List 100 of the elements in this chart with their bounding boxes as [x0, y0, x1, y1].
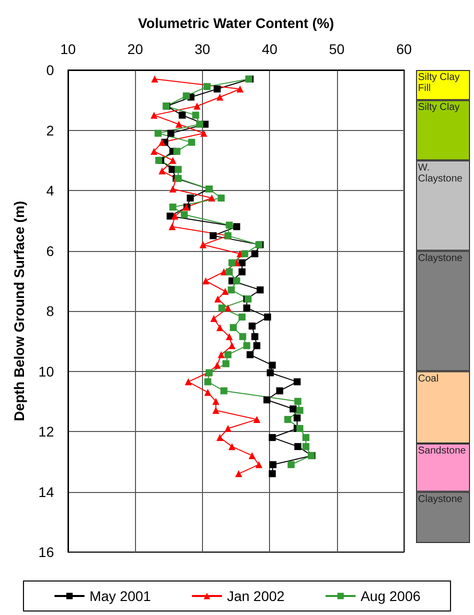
point — [166, 212, 174, 220]
point — [154, 130, 162, 137]
point — [167, 130, 174, 137]
point — [268, 434, 276, 442]
y-tick-label: 16 — [38, 544, 54, 560]
x-tick-label: 20 — [127, 41, 144, 57]
x-tick-label: 30 — [194, 41, 210, 57]
y-tick-label: 2 — [46, 122, 54, 138]
point — [200, 241, 207, 248]
point — [264, 314, 272, 321]
point — [214, 362, 221, 369]
point — [251, 250, 258, 258]
point — [216, 324, 224, 332]
point — [294, 378, 301, 386]
point — [230, 324, 237, 332]
point — [180, 211, 188, 218]
point — [251, 333, 258, 340]
y-tick-label: 14 — [38, 484, 54, 500]
series-label: Silty Clay — [418, 102, 460, 114]
point — [302, 443, 310, 450]
y-tick-label: 6 — [46, 242, 54, 259]
point — [228, 342, 236, 350]
point — [246, 351, 254, 358]
point — [253, 342, 260, 350]
point — [204, 378, 212, 386]
point — [168, 223, 176, 230]
point — [226, 268, 233, 276]
point — [239, 333, 246, 340]
point — [236, 85, 244, 92]
point — [256, 286, 264, 294]
point — [202, 277, 210, 284]
legend-label: Aug 2006 — [360, 588, 421, 604]
y-tick-label: 12 — [38, 424, 54, 440]
point — [288, 461, 295, 468]
point — [214, 85, 221, 92]
point — [228, 259, 236, 266]
point — [294, 443, 302, 450]
point — [218, 194, 225, 202]
point — [196, 120, 204, 128]
point — [248, 452, 256, 460]
point — [194, 102, 201, 110]
point — [276, 387, 284, 394]
point — [233, 277, 240, 284]
point — [214, 295, 222, 302]
point — [171, 212, 178, 220]
point — [238, 314, 246, 321]
point — [218, 304, 226, 312]
series-label: Silty Clay Fill — [418, 72, 462, 94]
point — [204, 83, 211, 90]
point — [210, 315, 218, 322]
point — [296, 424, 304, 432]
point — [175, 120, 182, 128]
y-tick-label: 8 — [46, 303, 54, 319]
point — [228, 286, 235, 294]
point — [233, 223, 240, 230]
point — [243, 342, 250, 350]
point — [222, 288, 229, 295]
series-label: Claystone — [418, 252, 463, 264]
point — [169, 204, 176, 211]
point — [218, 351, 225, 358]
point — [269, 461, 276, 468]
point — [238, 268, 246, 276]
point — [226, 222, 233, 229]
point — [235, 470, 242, 478]
x-tick-label: 60 — [396, 41, 412, 57]
point — [224, 351, 232, 358]
y-axis-title: Depth Below Ground Surface (m) — [11, 200, 27, 422]
point — [220, 387, 228, 394]
point — [216, 94, 224, 101]
point — [253, 416, 260, 423]
point — [294, 414, 301, 422]
point — [255, 461, 262, 468]
point — [150, 148, 158, 155]
series-label: Coal — [418, 373, 439, 384]
point — [210, 232, 217, 240]
point — [204, 388, 212, 396]
point — [268, 470, 276, 478]
point — [302, 434, 310, 442]
legend-label: May 2001 — [89, 588, 152, 604]
point — [158, 138, 166, 146]
series-label: Claystone — [418, 494, 463, 505]
point — [294, 398, 302, 405]
point — [263, 396, 270, 404]
point — [174, 166, 182, 173]
point — [248, 322, 256, 330]
point — [169, 185, 176, 192]
point — [150, 112, 158, 119]
point — [296, 406, 304, 414]
point — [184, 378, 192, 386]
point — [173, 148, 180, 155]
series-label: W. Claystone — [418, 162, 463, 184]
y-tick-label: 10 — [38, 363, 54, 380]
y-tick-label: 0 — [46, 62, 54, 78]
x-tick-label: 40 — [262, 41, 278, 57]
point — [222, 360, 230, 368]
point — [241, 250, 248, 258]
point — [290, 405, 297, 412]
point — [186, 194, 194, 202]
point — [216, 434, 224, 442]
point — [224, 304, 232, 312]
